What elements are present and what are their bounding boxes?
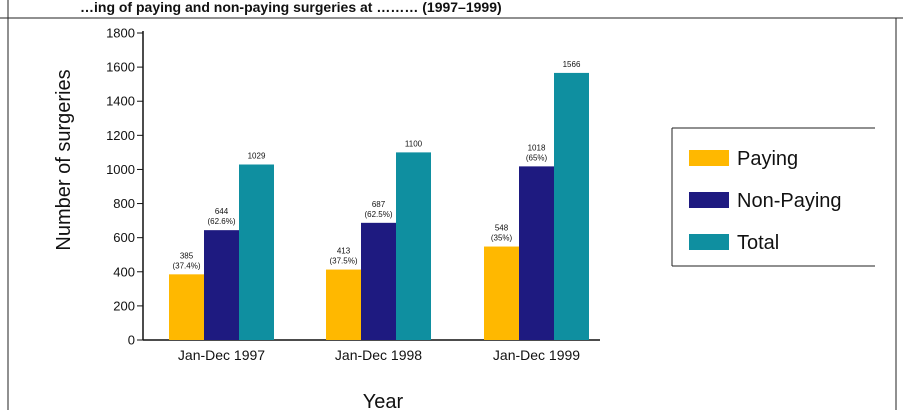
y-tick-label: 800: [113, 196, 135, 211]
legend-label: Non-Paying: [737, 190, 842, 212]
bar-value-label: 385: [180, 251, 194, 260]
y-tick-label: 0: [128, 333, 135, 348]
bars-group: [169, 72, 589, 340]
x-category-label: Jan-Dec 1998: [335, 347, 422, 363]
legend-swatch: [689, 234, 729, 250]
y-tick-label: 200: [113, 298, 135, 313]
x-axis-title: Year: [363, 391, 404, 410]
bar-total: [396, 152, 431, 340]
chart-title: …ing of paying and non-paying surgeries …: [80, 0, 502, 15]
bar-value-label: 1029: [248, 151, 266, 160]
bar-percent-label: (62.5%): [364, 210, 392, 219]
bar-value-label: 1018: [528, 143, 546, 152]
y-tick-label: 1200: [106, 128, 135, 143]
y-tick-label: 400: [113, 264, 135, 279]
bar-non-paying: [519, 166, 554, 340]
bar-percent-label: (37.5%): [329, 257, 357, 266]
x-category-label: Jan-Dec 1999: [493, 347, 580, 363]
bar-total: [239, 164, 274, 340]
legend: Paying Non-Paying Total: [671, 127, 875, 267]
bar-paying: [169, 274, 204, 340]
y-axis-title: Number of surgeries: [53, 69, 75, 250]
bar-percent-label: (35%): [491, 234, 513, 243]
bar-percent-label: (65%): [526, 153, 548, 162]
bar-percent-label: (37.4%): [172, 261, 200, 270]
x-category-label: Jan-Dec 1997: [178, 347, 265, 363]
bar-value-label: 1566: [563, 60, 581, 69]
bar-paying: [326, 269, 361, 340]
bar-value-label: 413: [337, 247, 351, 256]
data-labels-group: 385(37.4%) 644(62.6%) 1029 413(37.5%) 687(62…: [172, 60, 580, 270]
legend-swatch: [689, 150, 729, 166]
y-tick-label: 1000: [106, 162, 135, 177]
bar-non-paying: [361, 222, 396, 340]
bar-value-label: 1100: [405, 139, 423, 148]
legend-label: Paying: [737, 148, 798, 170]
y-tick-label: 600: [113, 230, 135, 245]
bar-percent-label: (62.6%): [207, 217, 235, 226]
legend-label: Total: [737, 232, 779, 254]
bar-value-label: 548: [495, 224, 509, 233]
legend-swatch: [689, 192, 729, 208]
bar-non-paying: [204, 230, 239, 340]
y-tick-label: 1800: [106, 26, 135, 41]
y-tick-label: 1600: [106, 60, 135, 75]
y-tick-label: 1400: [106, 94, 135, 109]
bar-paying: [484, 246, 519, 340]
bar-total: [554, 72, 589, 340]
bar-value-label: 644: [215, 207, 229, 216]
bar-value-label: 687: [372, 200, 386, 209]
